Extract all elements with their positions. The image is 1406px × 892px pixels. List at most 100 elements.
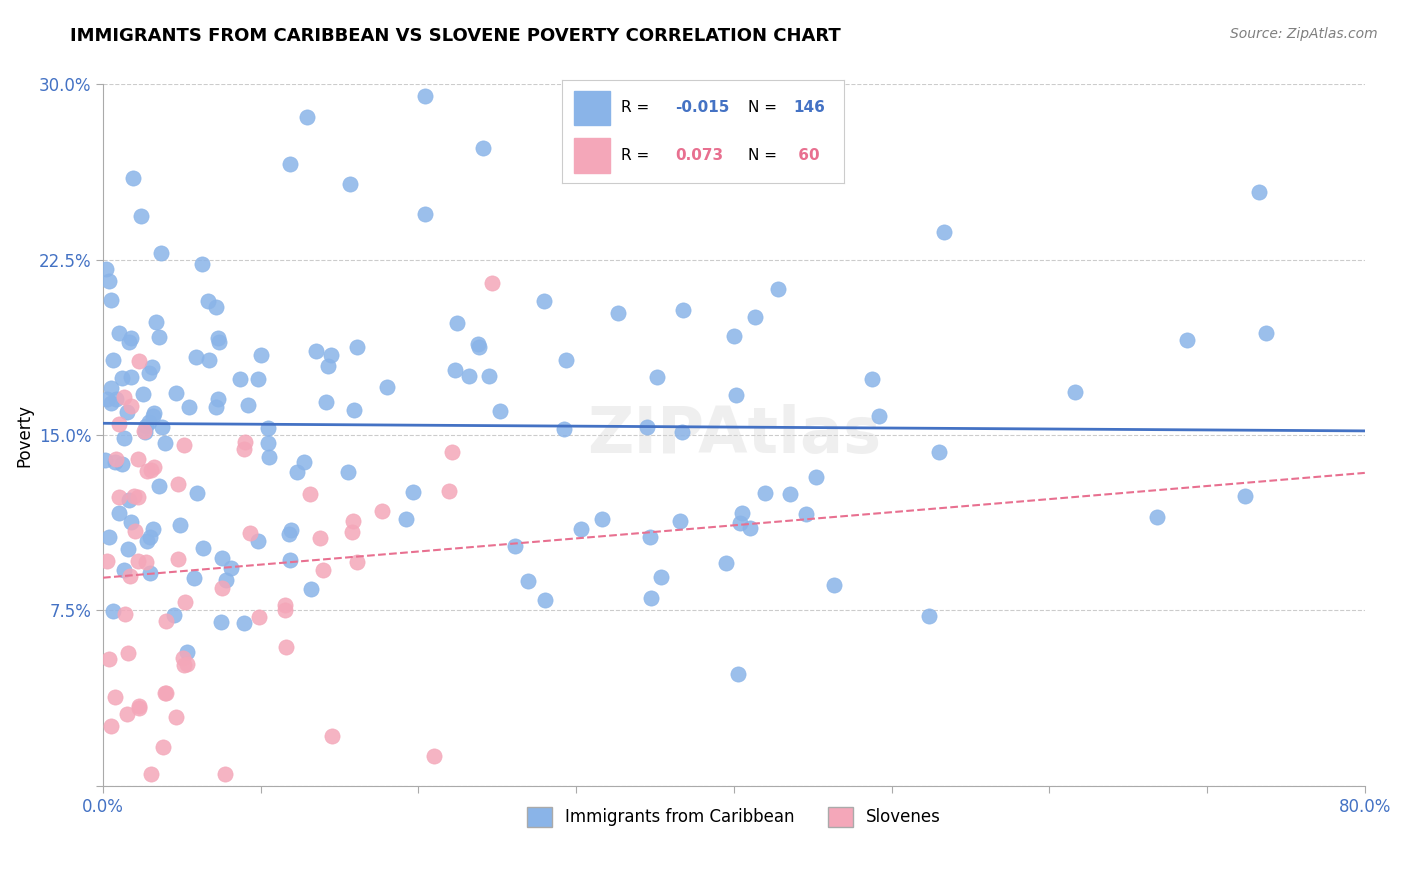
Point: [134, 425, 156, 439]
Point: [342, 525, 364, 540]
Point: [280, 524, 302, 538]
Point: [647, 369, 669, 384]
Point: [297, 110, 319, 124]
Point: [209, 615, 232, 629]
Point: [169, 518, 191, 533]
Point: [301, 582, 323, 596]
Point: [862, 372, 884, 386]
Point: [120, 331, 142, 345]
Point: [190, 257, 212, 271]
Point: [183, 571, 205, 585]
Point: [100, 396, 122, 410]
Point: [139, 566, 162, 580]
Point: [112, 390, 135, 404]
Point: [336, 465, 359, 479]
Point: [446, 316, 468, 330]
Point: [104, 690, 127, 705]
Point: [768, 282, 790, 296]
Point: [207, 331, 229, 345]
Point: [503, 539, 526, 553]
Point: [257, 420, 280, 434]
Point: [208, 334, 231, 349]
Point: [640, 591, 662, 605]
Point: [108, 417, 131, 432]
Point: [135, 534, 157, 549]
Point: [128, 353, 150, 368]
Point: [135, 555, 157, 569]
Point: [238, 398, 260, 412]
Point: [346, 555, 368, 569]
Point: [668, 514, 690, 528]
Point: [138, 415, 160, 429]
Point: [312, 563, 335, 577]
Point: [118, 334, 141, 349]
Point: [142, 459, 165, 474]
Point: [101, 603, 124, 617]
Point: [1175, 334, 1198, 348]
Point: [714, 556, 737, 570]
Point: [179, 400, 201, 414]
Point: [186, 485, 208, 500]
Point: [250, 348, 273, 362]
Point: [229, 372, 252, 386]
Point: [139, 463, 162, 477]
Point: [274, 603, 297, 617]
Point: [172, 651, 194, 665]
Point: [96, 392, 118, 406]
Point: [127, 452, 149, 467]
Text: R =: R =: [621, 101, 650, 115]
Point: [1234, 489, 1257, 503]
Point: [395, 512, 418, 526]
Point: [122, 170, 145, 185]
Point: [165, 710, 187, 724]
Point: [108, 506, 131, 520]
Point: [308, 532, 330, 546]
Point: [219, 561, 242, 575]
Point: [423, 748, 446, 763]
Point: [458, 368, 481, 383]
Point: [191, 541, 214, 555]
Point: [232, 615, 254, 630]
Point: [184, 350, 207, 364]
Point: [918, 609, 941, 624]
Point: [98, 274, 121, 288]
Point: [443, 363, 465, 377]
Point: [346, 340, 368, 354]
Text: IMMIGRANTS FROM CARIBBEAN VS SLOVENE POVERTY CORRELATION CHART: IMMIGRANTS FROM CARIBBEAN VS SLOVENE POV…: [70, 27, 841, 45]
Point: [233, 442, 256, 456]
Point: [132, 386, 155, 401]
Point: [211, 551, 233, 566]
Point: [149, 245, 172, 260]
Point: [650, 570, 672, 584]
Legend: Immigrants from Caribbean, Slovenes: Immigrants from Caribbean, Slovenes: [520, 800, 948, 833]
Point: [319, 347, 342, 361]
Point: [142, 522, 165, 536]
Point: [124, 524, 146, 538]
Point: [727, 667, 749, 681]
Point: [114, 607, 136, 622]
Point: [804, 470, 827, 484]
Point: [112, 431, 135, 445]
Point: [1254, 326, 1277, 340]
Point: [738, 521, 761, 535]
Point: [198, 353, 221, 368]
Point: [100, 718, 122, 732]
Text: 0.073: 0.073: [675, 148, 723, 162]
Point: [471, 141, 494, 155]
Point: [101, 353, 124, 368]
Point: [731, 507, 754, 521]
Point: [754, 485, 776, 500]
Text: R =: R =: [621, 148, 650, 162]
Point: [274, 599, 297, 613]
Point: [468, 340, 491, 354]
Point: [155, 685, 177, 699]
Point: [108, 490, 131, 504]
Point: [176, 657, 198, 672]
Point: [207, 392, 229, 406]
Point: [489, 403, 512, 417]
Point: [321, 729, 343, 743]
Point: [339, 178, 361, 192]
Point: [437, 484, 460, 499]
Point: [94, 262, 117, 277]
Point: [239, 525, 262, 540]
